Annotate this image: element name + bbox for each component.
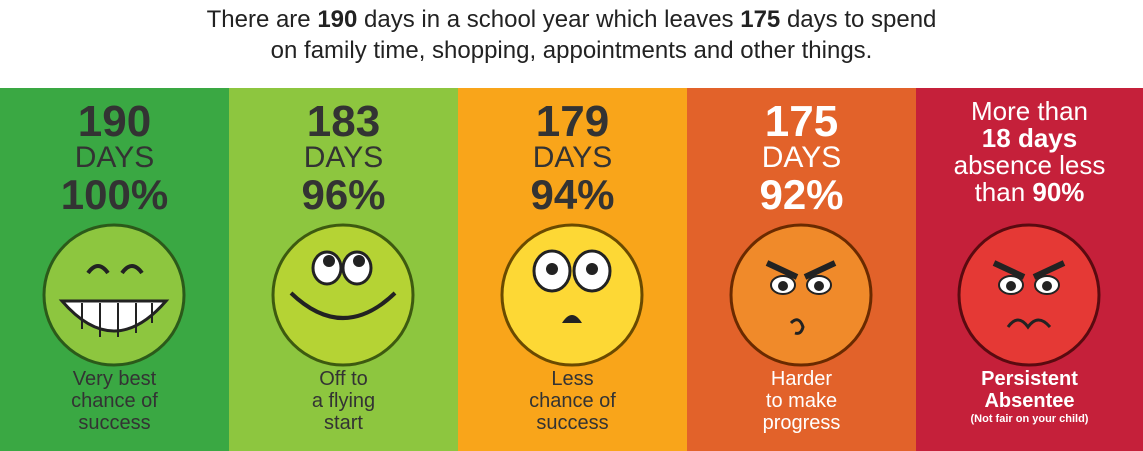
header-text: days to spend [780, 6, 936, 33]
percent: 92% [687, 172, 916, 218]
heading-text: than [975, 177, 1033, 207]
caption-line: progress [687, 412, 916, 434]
days: 190 [0, 100, 229, 144]
heading-line: absence less [916, 152, 1143, 179]
caption-line: Very best [0, 368, 229, 390]
caption-line: chance of [0, 390, 229, 412]
days-label: DAYS [458, 144, 687, 172]
caption-line: Less [458, 368, 687, 390]
heading-line: More than [916, 98, 1143, 125]
header: There are 190 days in a school year whic… [0, 4, 1143, 66]
caption-line: Absentee [916, 390, 1143, 412]
days: 179 [458, 100, 687, 144]
header-number: 190 [317, 6, 357, 33]
header-text: There are [207, 6, 318, 33]
face [0, 223, 229, 373]
caption-line: Off to [229, 368, 458, 390]
face [229, 223, 458, 373]
header-text: on family time, shopping, appointments a… [271, 37, 873, 64]
caption-line: start [229, 412, 458, 434]
caption-line: chance of [458, 390, 687, 412]
face [916, 223, 1143, 373]
caption-line: a flying [229, 390, 458, 412]
percent: 94% [458, 172, 687, 218]
days: 175 [687, 100, 916, 144]
heading-number: 90% [1032, 177, 1084, 207]
days-label: DAYS [229, 144, 458, 172]
face [687, 223, 916, 373]
days-label: DAYS [687, 144, 916, 172]
caption-line: success [0, 412, 229, 434]
caption-line: Persistent [916, 368, 1143, 390]
page: There are 190 days in a school year whic… [0, 0, 1143, 451]
days: 183 [229, 100, 458, 144]
heading-line: 18 days [916, 125, 1143, 152]
header-number: 175 [740, 6, 780, 33]
percent: 96% [229, 172, 458, 218]
face [458, 223, 687, 373]
percent: 100% [0, 172, 229, 218]
heading-line: than 90% [916, 179, 1143, 206]
header-text: days in a school year which leaves [357, 6, 740, 33]
caption-line: (Not fair on your child) [916, 412, 1143, 426]
caption-line: Harder [687, 368, 916, 390]
caption-line: success [458, 412, 687, 434]
caption-line: to make [687, 390, 916, 412]
days-label: DAYS [0, 144, 229, 172]
